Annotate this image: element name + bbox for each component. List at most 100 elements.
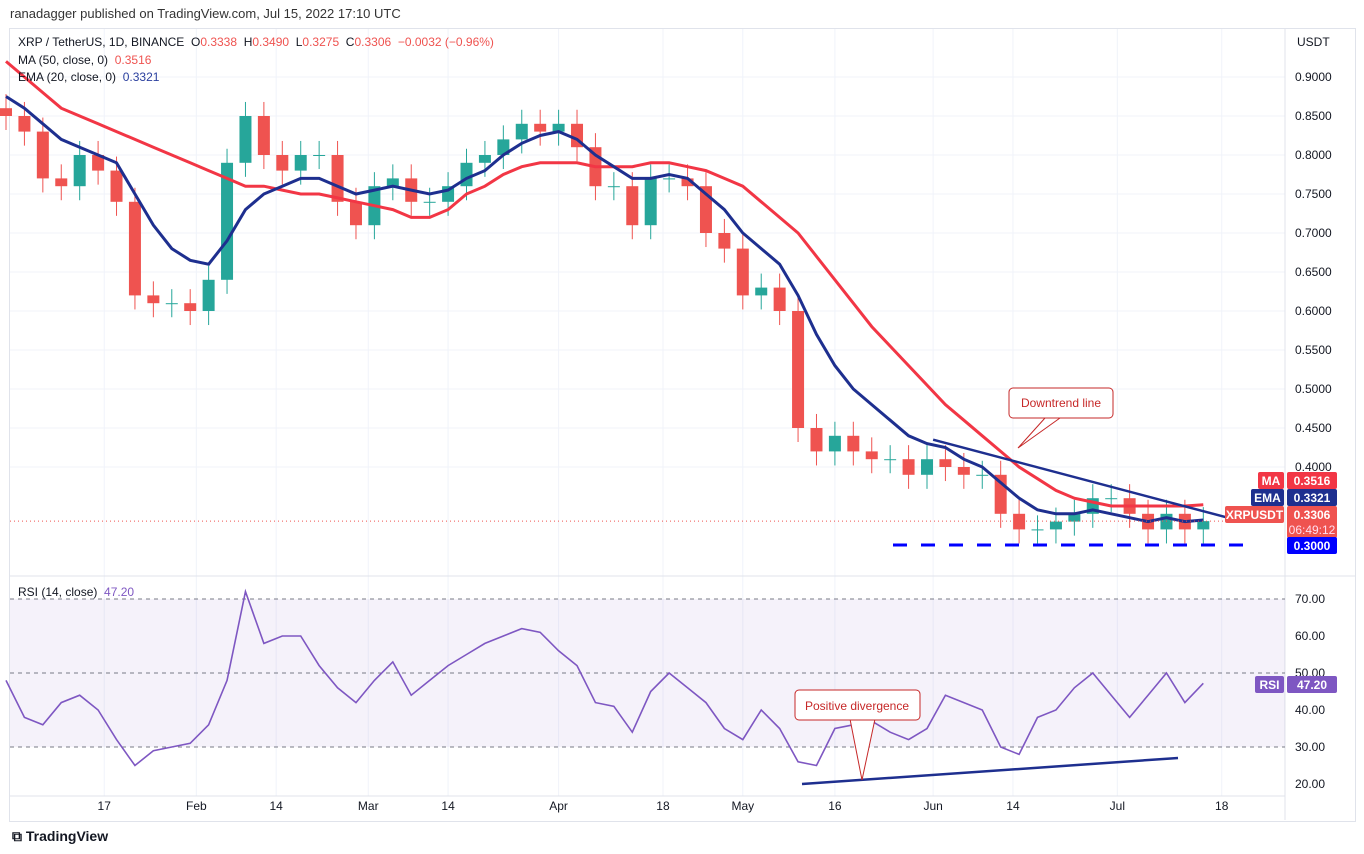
ema-value: 0.3321 bbox=[122, 70, 160, 84]
candle-body bbox=[1031, 529, 1044, 531]
downtrend-callout-text: Downtrend line bbox=[1021, 396, 1101, 410]
rsi-tick-label: 60.00 bbox=[1295, 629, 1325, 643]
candle bbox=[184, 289, 197, 326]
candle bbox=[939, 445, 952, 482]
rsi-tick-label: 40.00 bbox=[1295, 703, 1325, 717]
rsi-band bbox=[10, 599, 1285, 747]
candle-body bbox=[1068, 513, 1081, 522]
candle-body bbox=[681, 178, 694, 187]
candle-body bbox=[644, 178, 657, 226]
candle-body bbox=[921, 459, 933, 475]
change-value: −0.0032 (−0.96%) bbox=[397, 35, 494, 49]
time-tick-label: 16 bbox=[828, 799, 842, 813]
candle bbox=[239, 101, 252, 177]
candle bbox=[110, 156, 123, 216]
downtrend-callout bbox=[1008, 387, 1114, 419]
candle bbox=[497, 125, 510, 170]
candle-body bbox=[626, 186, 639, 226]
ema-label: EMA (20, close, 0) bbox=[18, 70, 117, 84]
price-tick-label: 0.5000 bbox=[1295, 382, 1332, 396]
rsi-tick-label: 30.00 bbox=[1295, 740, 1325, 754]
candle bbox=[755, 273, 768, 310]
time-tick-label: Jun bbox=[923, 799, 942, 813]
candle-body bbox=[110, 170, 123, 202]
candle-body bbox=[718, 233, 731, 249]
price-tick-label: 0.8000 bbox=[1295, 148, 1332, 162]
ema-axis-value-tag bbox=[1287, 489, 1337, 506]
time-tick-label: Jul bbox=[1110, 799, 1125, 813]
ma50-line bbox=[5, 60, 1204, 508]
support-axis-value-tag bbox=[1287, 537, 1337, 554]
candle bbox=[515, 109, 528, 154]
low-value: 0.3275 bbox=[302, 35, 340, 49]
chart-frame[interactable] bbox=[9, 28, 1356, 822]
price-tick-label: 0.4000 bbox=[1295, 460, 1332, 474]
candle-body bbox=[165, 303, 178, 305]
candle bbox=[331, 140, 344, 216]
ma-legend[interactable]: MA (50, close, 0) 0.3516 bbox=[18, 53, 151, 67]
candle-body bbox=[976, 474, 989, 476]
candle bbox=[865, 437, 878, 474]
rsi-tick-label: 70.00 bbox=[1295, 592, 1325, 606]
candle bbox=[828, 421, 841, 466]
candle bbox=[921, 445, 933, 489]
rsi-legend[interactable]: RSI (14, close) 47.20 bbox=[18, 585, 134, 599]
candle-body bbox=[1197, 521, 1210, 530]
downtrend-line bbox=[932, 438, 1229, 519]
time-tick-label: 18 bbox=[1215, 799, 1229, 813]
price-tick-label: 0.8500 bbox=[1295, 109, 1332, 123]
candle bbox=[699, 172, 712, 248]
candle bbox=[313, 140, 326, 170]
candle-body bbox=[552, 123, 565, 132]
candle-body bbox=[423, 201, 436, 203]
candle bbox=[1197, 507, 1210, 544]
candle-body bbox=[239, 116, 252, 163]
publisher-caption: ranadagger published on TradingView.com,… bbox=[10, 6, 401, 21]
candle bbox=[534, 109, 547, 146]
time-tick-label: 17 bbox=[98, 799, 112, 813]
candle-body bbox=[92, 155, 105, 171]
ma-axis-value-tag bbox=[1287, 472, 1337, 489]
candle-body bbox=[73, 155, 86, 187]
last-price-value: 0.3306 bbox=[1294, 508, 1331, 522]
candle-body bbox=[294, 155, 307, 171]
candle-body bbox=[957, 467, 970, 475]
open-value: 0.3338 bbox=[200, 35, 238, 49]
candle bbox=[1068, 499, 1081, 536]
candle bbox=[607, 172, 620, 201]
low-label: L bbox=[295, 35, 303, 49]
tradingview-logo[interactable]: ⧉ TradingView bbox=[12, 828, 109, 844]
candle bbox=[663, 164, 676, 193]
candle-body bbox=[792, 311, 805, 428]
ma-axis-name: MA bbox=[1262, 474, 1281, 488]
ema-axis-name: EMA bbox=[1254, 491, 1281, 505]
rsi-value: 47.20 bbox=[104, 585, 135, 599]
candle-body bbox=[276, 155, 289, 171]
symbol-title: XRP / TetherUS, 1D, BINANCE bbox=[18, 35, 185, 49]
candle-body bbox=[534, 123, 547, 132]
candle-body bbox=[257, 116, 270, 155]
rsi-axis-name: RSI bbox=[1259, 678, 1279, 692]
divergence-callout-text: Positive divergence bbox=[805, 699, 909, 713]
candle bbox=[902, 445, 915, 489]
candle-body bbox=[1105, 498, 1118, 500]
high-value: 0.3490 bbox=[252, 35, 290, 49]
candle-body bbox=[828, 435, 841, 452]
rsi-axis-value: 47.20 bbox=[1297, 678, 1327, 692]
candle-body bbox=[939, 459, 952, 467]
ema-legend[interactable]: EMA (20, close, 0) 0.3321 bbox=[18, 70, 159, 84]
brand-name: TradingView bbox=[25, 828, 109, 844]
candle bbox=[847, 421, 860, 466]
divergence-callout bbox=[794, 689, 921, 721]
price-tick-label: 0.6500 bbox=[1295, 265, 1332, 279]
candle-body bbox=[736, 248, 749, 296]
candle bbox=[147, 281, 160, 318]
callout-pointer bbox=[1017, 417, 1061, 449]
candle-body bbox=[810, 428, 823, 452]
time-tick-label: Mar bbox=[358, 799, 379, 813]
time-tick-label: 14 bbox=[441, 799, 455, 813]
ema20-line bbox=[5, 95, 1204, 524]
ma-value: 0.3516 bbox=[114, 53, 152, 67]
candle bbox=[681, 164, 694, 201]
